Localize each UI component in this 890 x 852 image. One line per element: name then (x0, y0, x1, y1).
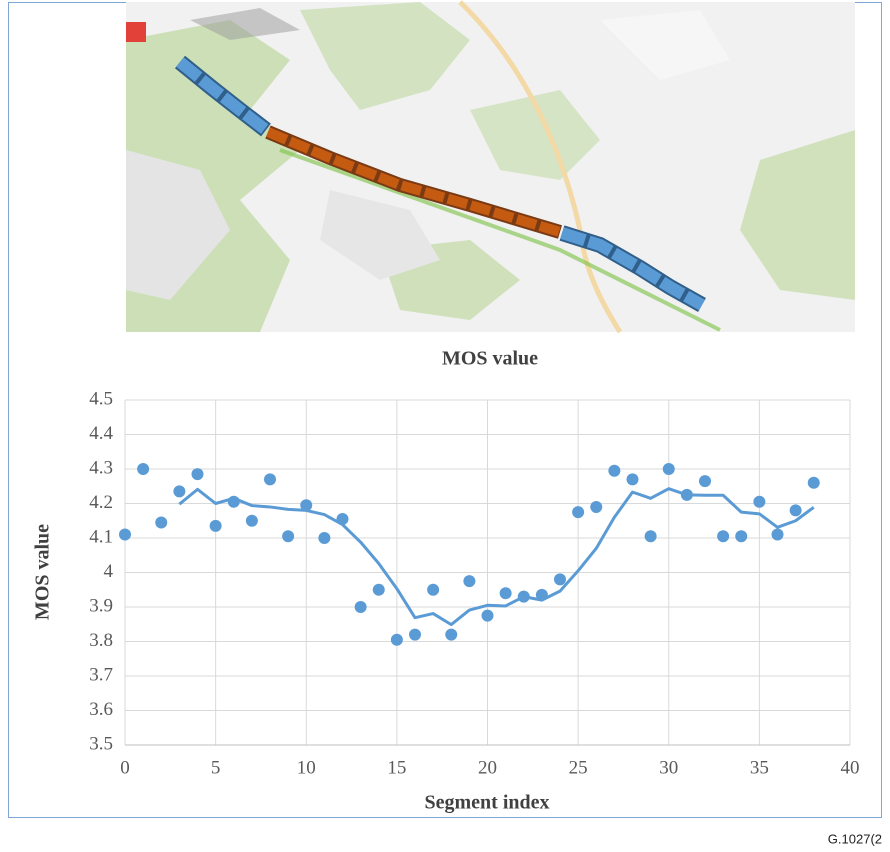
data-point (445, 629, 457, 641)
data-point (373, 584, 385, 596)
data-point (427, 584, 439, 596)
x-tick-label: 30 (659, 757, 678, 778)
y-tick-label: 4 (104, 561, 114, 582)
data-point (772, 529, 784, 541)
data-point (572, 506, 584, 518)
data-point (355, 601, 367, 613)
data-point (318, 532, 330, 544)
data-point (246, 515, 258, 527)
figure: MOS value Segment index MOS value G.1027… (0, 0, 890, 852)
y-axis-title: MOS value (32, 524, 54, 620)
data-point (554, 573, 566, 585)
data-point (192, 468, 204, 480)
data-point (608, 465, 620, 477)
y-tick-label: 3.6 (89, 699, 113, 720)
y-tick-label: 4.3 (89, 457, 113, 478)
y-tick-label: 3.8 (89, 630, 113, 651)
data-point (645, 530, 657, 542)
x-axis-title: Segment index (425, 792, 550, 814)
plot-area: 3.5 3.6 3.7 3.8 3.9 4 4.1 4.2 4.3 4.4 4.5 0 5 10 15 20 2… (89, 388, 859, 778)
data-point (717, 530, 729, 542)
data-point (282, 530, 294, 542)
data-point (119, 529, 131, 541)
x-tick-label: 20 (478, 757, 497, 778)
data-point (137, 463, 149, 475)
x-tick-label: 5 (211, 757, 221, 778)
data-point (500, 587, 512, 599)
data-point (155, 516, 167, 528)
y-tick-label: 4.5 (89, 388, 113, 409)
y-tick-label: 3.7 (89, 664, 113, 685)
data-point (753, 496, 765, 508)
figure-id: G.1027(2 (828, 831, 882, 846)
x-tick-label: 25 (569, 757, 588, 778)
data-point (264, 473, 276, 485)
data-point (590, 501, 602, 513)
x-tick-label: 40 (841, 757, 860, 778)
y-tick-label: 3.5 (89, 733, 113, 754)
y-tick-label: 4.1 (89, 526, 113, 547)
data-point (173, 485, 185, 497)
x-tick-label: 10 (297, 757, 316, 778)
data-point (808, 477, 820, 489)
data-point (210, 520, 222, 532)
x-tick-label: 0 (120, 757, 130, 778)
data-point (482, 610, 494, 622)
data-point (627, 473, 639, 485)
data-point (699, 475, 711, 487)
data-point (735, 530, 747, 542)
data-point (463, 575, 475, 587)
y-tick-label: 3.9 (89, 595, 113, 616)
trend-line (179, 489, 813, 625)
data-point (790, 504, 802, 516)
x-tick-label: 15 (387, 757, 406, 778)
route-map (126, 2, 855, 332)
y-tick-label: 4.4 (89, 423, 113, 444)
data-point (663, 463, 675, 475)
chart-title: MOS value (442, 348, 538, 370)
data-point (391, 634, 403, 646)
x-tick-label: 35 (750, 757, 769, 778)
data-point (409, 629, 421, 641)
y-tick-label: 4.2 (89, 492, 113, 513)
